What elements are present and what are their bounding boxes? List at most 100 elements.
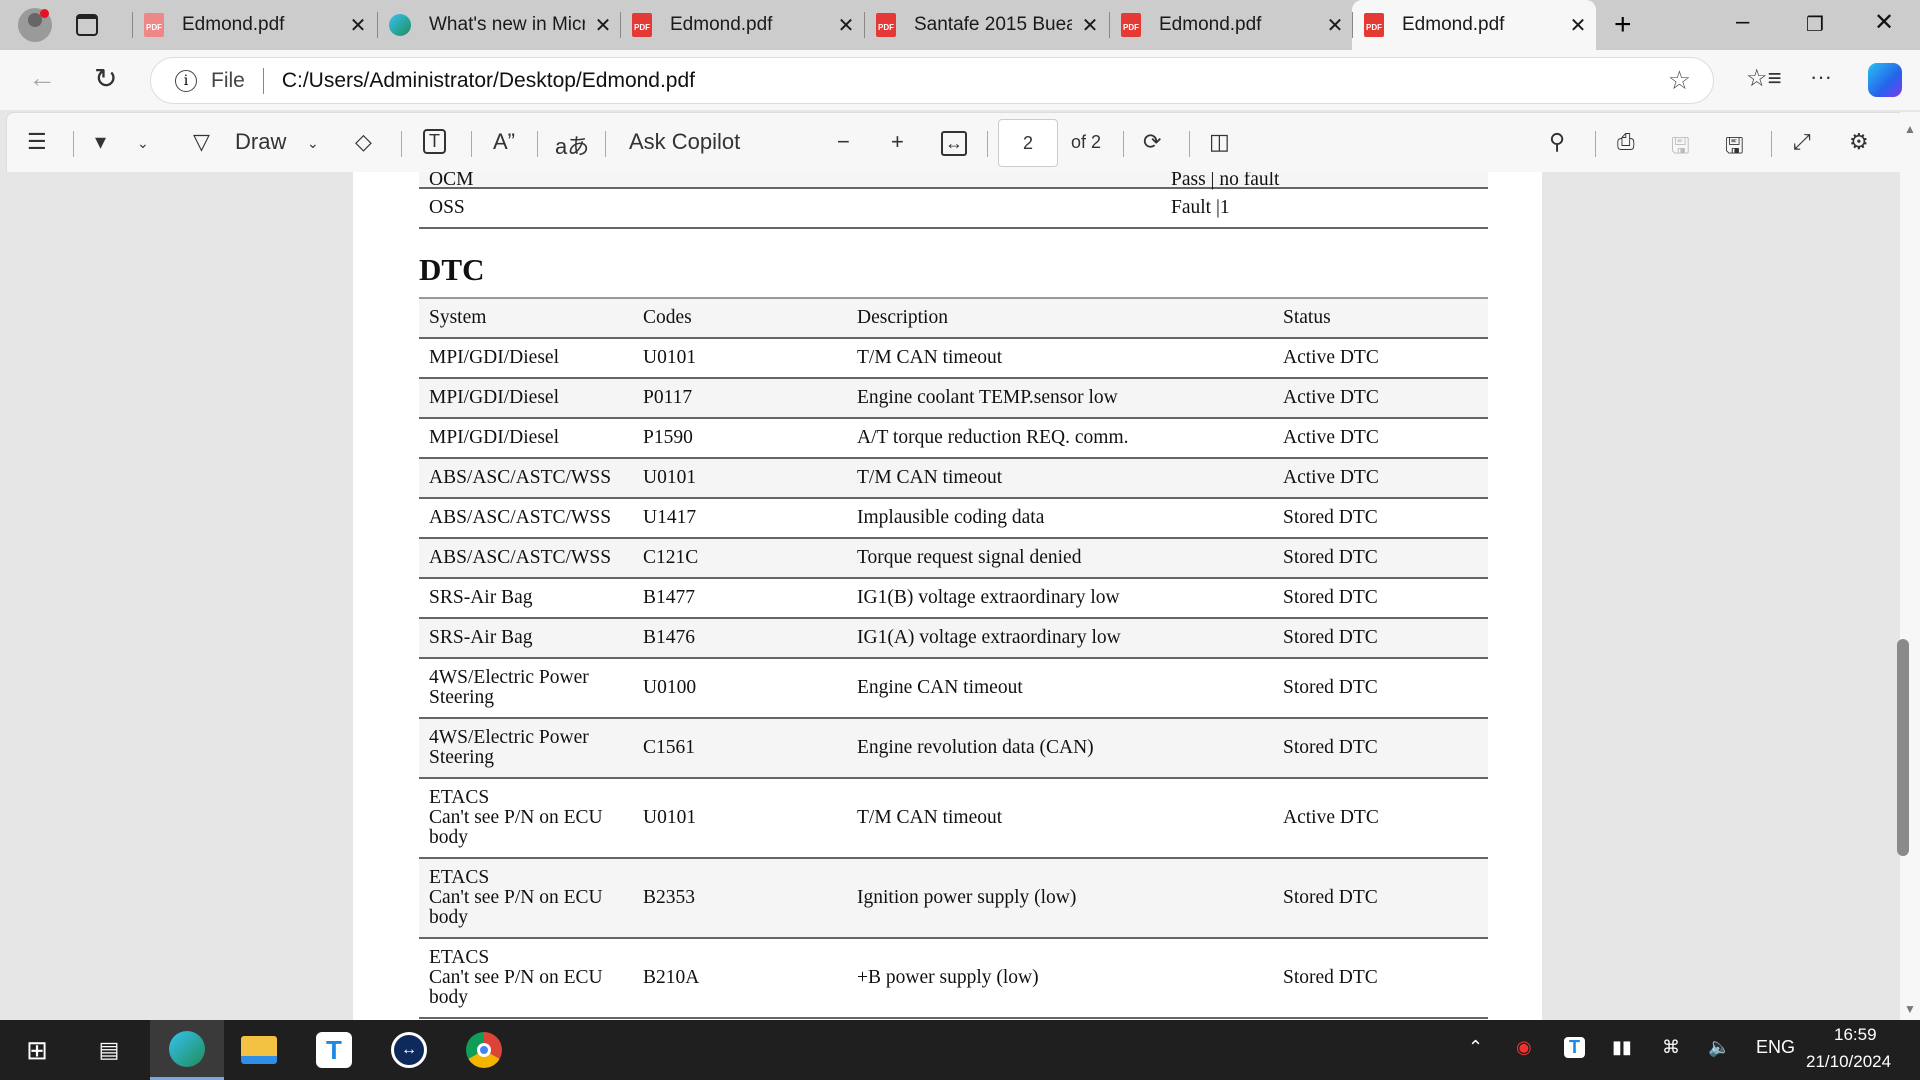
info-icon[interactable]: i <box>175 69 197 92</box>
address-bar[interactable]: i File C:/Users/Administrator/Desktop/Ed… <box>150 57 1714 104</box>
system-cell: MPI/GDI/Diesel <box>429 347 559 368</box>
tab-1[interactable]: PDF Edmond.pdf ✕ <box>132 0 376 50</box>
save-icon[interactable]: 🖫 <box>1671 133 1690 158</box>
pdf-icon: PDF <box>1121 13 1141 37</box>
tab-5[interactable]: PDF Edmond.pdf ✕ <box>1109 0 1353 50</box>
clock-date[interactable]: 21/10/2024 <box>1806 1052 1892 1071</box>
tab-4[interactable]: PDF Santafe 2015 Bueauty ✕ <box>864 0 1108 50</box>
teamviewer-icon[interactable]: ↔ <box>372 1020 446 1080</box>
close-tab-icon[interactable]: ✕ <box>1081 14 1099 37</box>
edge-icon[interactable] <box>150 1020 224 1080</box>
draw-button[interactable]: Draw <box>235 129 287 154</box>
print-icon[interactable]: ⎙ <box>1617 129 1635 154</box>
page-number-input[interactable]: 2 <box>998 119 1058 167</box>
show-hidden-icons[interactable]: ⌃ <box>1468 1037 1484 1057</box>
column-header: Status <box>1283 307 1331 328</box>
address-row: ← ↻ i File C:/Users/Administrator/Deskto… <box>0 50 1920 110</box>
zoom-out-button[interactable]: − <box>837 129 850 154</box>
start-icon[interactable]: ⊞ <box>26 1034 48 1065</box>
url-text[interactable]: C:/Users/Administrator/Desktop/Edmond.pd… <box>281 68 696 92</box>
copilot-icon[interactable] <box>1868 63 1902 97</box>
highlight-icon[interactable]: ▾ <box>95 129 107 154</box>
language-indicator[interactable]: ENG <box>1756 1037 1796 1057</box>
battery-icon[interactable]: ▮▮ <box>1612 1037 1632 1057</box>
text-box-icon[interactable]: T <box>423 129 446 154</box>
section-heading: DTC <box>419 252 485 287</box>
tab-6[interactable]: PDF Edmond.pdf ✕ <box>1352 0 1596 50</box>
divider <box>262 67 264 94</box>
system-cell: 4WS/Electric Power Steering <box>429 667 589 708</box>
page-total-label: of 2 <box>1071 132 1102 152</box>
scrollbar-thumb[interactable] <box>1897 639 1909 856</box>
pdf-toolbar: ☰ ▾ ⌄ ▽ Draw ⌄ ◇ T A” aあ Ask Copilot − +… <box>6 112 1906 172</box>
volume-icon[interactable]: 🔈 <box>1708 1037 1731 1057</box>
table-row: ETACS Can't see P/N on ECU body B2353 Igni… <box>419 859 1488 939</box>
close-tab-icon[interactable]: ✕ <box>1326 14 1344 37</box>
system-cell: OCM <box>429 172 474 190</box>
tab-2[interactable]: What's new in Microsoft Edge ✕ <box>377 0 621 50</box>
tab-3[interactable]: PDF Edmond.pdf ✕ <box>620 0 864 50</box>
fit-width-icon[interactable]: ↔ <box>941 131 967 156</box>
blue-app-icon[interactable]: T <box>297 1020 371 1080</box>
chrome-icon[interactable] <box>447 1020 521 1080</box>
minimize-button[interactable]: – <box>1736 8 1750 35</box>
pdf-icon: PDF <box>876 13 896 37</box>
description-cell: A/T torque reduction REQ. comm. <box>857 427 1129 448</box>
restore-button[interactable]: ❐ <box>1806 14 1824 36</box>
fullscreen-icon[interactable]: ⤢ <box>1793 129 1811 154</box>
description-cell: Engine revolution data (CAN) <box>857 737 1094 758</box>
page-view-icon[interactable]: ◫ <box>1209 129 1230 154</box>
column-header: Codes <box>643 307 692 328</box>
description-cell: IG1(B) voltage extraordinary low <box>857 587 1120 608</box>
status-cell: Stored DTC <box>1283 627 1378 648</box>
more-menu-icon[interactable]: ··· <box>1810 64 1832 89</box>
favorites-icon[interactable]: ☆≡ <box>1746 65 1782 92</box>
scrollbar[interactable]: ▲ ▼ <box>1900 112 1920 1020</box>
close-tab-icon[interactable]: ✕ <box>594 14 612 37</box>
new-tab-button[interactable]: + <box>1614 8 1632 41</box>
description-cell: Engine coolant TEMP.sensor low <box>857 387 1118 408</box>
rotate-icon[interactable]: ⟳ <box>1143 129 1162 154</box>
tray-app-icon[interactable]: T <box>1564 1037 1585 1058</box>
close-window-button[interactable]: ✕ <box>1874 9 1895 36</box>
highlight-dropdown-icon[interactable]: ⌄ <box>137 135 149 151</box>
tab-title: Edmond.pdf <box>670 14 773 35</box>
security-warning-icon[interactable]: ◉ <box>1516 1037 1532 1057</box>
draw-dropdown-icon[interactable]: ⌄ <box>307 135 319 151</box>
back-button[interactable]: ← <box>28 62 56 93</box>
status-cell: Active DTC <box>1283 807 1379 828</box>
translate-icon[interactable]: aあ <box>555 134 590 159</box>
read-aloud-icon[interactable]: A” <box>493 129 515 154</box>
close-tab-icon[interactable]: ✕ <box>837 14 855 37</box>
description-cell: T/M CAN timeout <box>857 807 1003 828</box>
ask-copilot-button[interactable]: Ask Copilot <box>629 129 741 154</box>
draw-icon[interactable]: ▽ <box>193 129 210 154</box>
description-cell: IG1(A) voltage extraordinary low <box>857 627 1121 648</box>
save-as-icon[interactable]: 🖫 <box>1725 133 1744 158</box>
table-row: SRS-Air Bag B1476 IG1(A) voltage extraordi… <box>419 619 1488 659</box>
pdf-icon: PDF <box>144 13 164 37</box>
description-cell: T/M CAN timeout <box>857 347 1003 368</box>
description-cell: Engine CAN timeout <box>857 677 1023 698</box>
table-row: SRS-Air Bag B1477 IG1(B) voltage extraordi… <box>419 579 1488 619</box>
system-cell: OSS <box>429 197 465 218</box>
eraser-icon[interactable]: ◇ <box>355 129 372 154</box>
code-cell: P0117 <box>643 387 693 408</box>
settings-gear-icon[interactable]: ⚙ <box>1849 129 1869 154</box>
system-cell: MPI/GDI/Diesel <box>429 387 559 408</box>
tab-actions-icon[interactable] <box>76 14 98 36</box>
close-tab-icon[interactable]: ✕ <box>1569 14 1587 37</box>
contents-icon[interactable]: ☰ <box>27 129 47 154</box>
file-explorer-icon[interactable] <box>222 1020 296 1080</box>
wifi-icon[interactable]: ⌘ <box>1662 1037 1680 1057</box>
refresh-button[interactable]: ↻ <box>94 63 118 94</box>
code-cell: U0100 <box>643 677 697 698</box>
zoom-in-button[interactable]: + <box>891 129 904 154</box>
task-view-icon[interactable]: ▤ <box>98 1037 120 1062</box>
code-cell: B210A <box>643 967 700 988</box>
search-icon[interactable]: ⚲ <box>1549 129 1566 154</box>
code-cell: U0101 <box>643 807 697 828</box>
clock-time[interactable]: 16:59 <box>1834 1025 1877 1044</box>
favorite-star-icon[interactable]: ☆ <box>1667 65 1691 95</box>
close-tab-icon[interactable]: ✕ <box>349 14 367 37</box>
